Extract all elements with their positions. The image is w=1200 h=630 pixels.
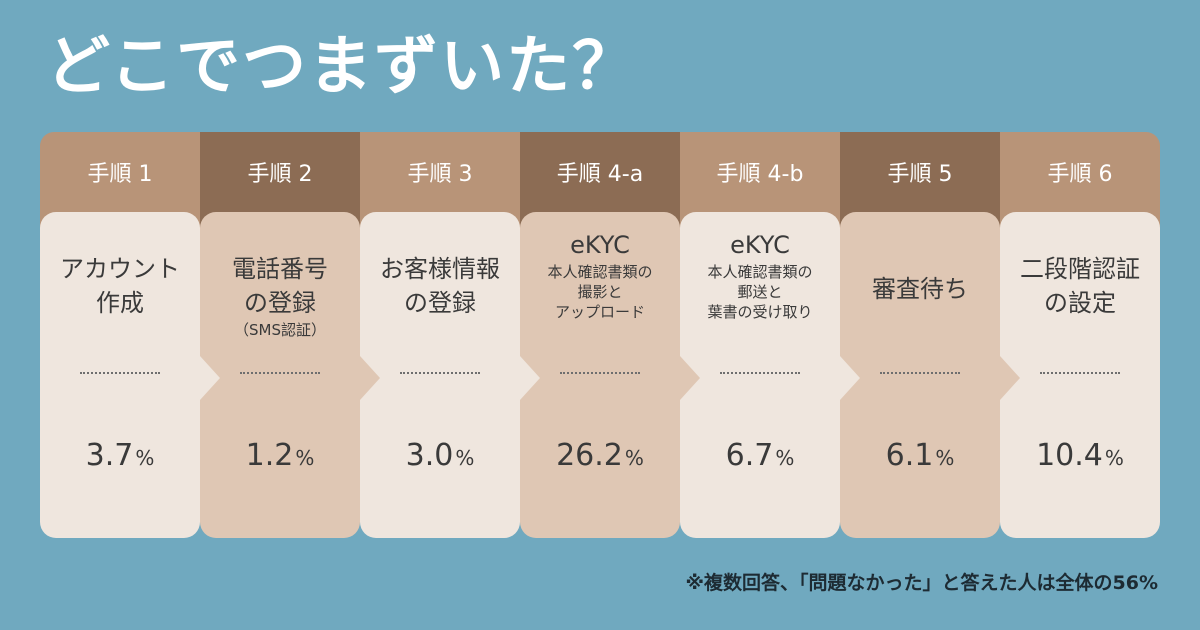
dotted-divider (880, 372, 960, 374)
step-subtitle-line: 本人確認書類の (707, 263, 813, 281)
step-header: 手順 4-a (520, 132, 680, 212)
step-header-band: 手順 1 手順 2 手順 3 手順 4-a 手順 4-b 手順 5 手順 6 (40, 132, 1160, 212)
dotted-divider (720, 372, 800, 374)
step-label: eKYC 本人確認書類の 郵送と葉書の受け取り (680, 228, 840, 322)
chevron-right-icon (520, 356, 540, 400)
step-title-line: の登録 (404, 289, 476, 317)
dotted-divider (400, 372, 480, 374)
chevron-right-icon (840, 356, 860, 400)
chevron-right-icon (680, 356, 700, 400)
step-unit: % (775, 446, 795, 470)
step-value: 3.0 (405, 438, 454, 473)
chevron-right-icon (360, 356, 380, 400)
step-unit: % (455, 446, 475, 470)
step-percentage: 1.2% (200, 438, 360, 473)
step-percentage: 26.2% (520, 438, 680, 473)
step-value: 1.2 (245, 438, 294, 473)
step-card: eKYC 本人確認書類の 撮影とアップロード 26.2% (520, 212, 680, 538)
step-card-top (680, 212, 840, 244)
step-value: 10.4 (1036, 438, 1103, 473)
dotted-divider (240, 372, 320, 374)
step-unit: % (935, 446, 955, 470)
step-subtitle-line: 郵送と (737, 283, 783, 301)
step-value: 6.1 (885, 438, 934, 473)
step-label: 二段階認証 の設定 (1000, 252, 1160, 320)
step-label: 電話番号の登録 （SMS認証） (200, 252, 360, 340)
step-unit: % (135, 446, 155, 470)
dotted-divider (560, 372, 640, 374)
step-percentage: 3.0% (360, 438, 520, 473)
step-card: 二段階認証の設定 10.4% (1000, 212, 1160, 538)
step-title-line: アカウント (60, 255, 180, 283)
step-percentage: 10.4% (1000, 438, 1160, 473)
step-percentage: 6.1% (840, 438, 1000, 473)
step-title-line: 電話番号 (232, 255, 328, 283)
step-title-line: の登録 (244, 289, 316, 317)
step-value: 6.7 (725, 438, 774, 473)
step-card-top (360, 212, 520, 244)
step-subtitle-line: （SMS認証） (234, 321, 326, 339)
step-card: 審査待ち 6.1% (840, 212, 1000, 538)
step-label: eKYC 本人確認書類の 撮影とアップロード (520, 228, 680, 322)
step-title-line: の設定 (1044, 289, 1116, 317)
step-value: 26.2 (556, 438, 623, 473)
chevron-right-icon (1000, 356, 1020, 400)
step-card: 電話番号の登録 （SMS認証） 1.2% (200, 212, 360, 538)
step-title-line: eKYC (730, 231, 790, 259)
step-card-top (200, 212, 360, 244)
step-unit: % (1104, 446, 1124, 470)
step-label: アカウント 作成 (40, 252, 200, 320)
step-value: 3.7 (85, 438, 134, 473)
step-subtitle-line: 本人確認書類の (547, 263, 653, 281)
step-percentage: 3.7% (40, 438, 200, 473)
chevron-right-icon (200, 356, 220, 400)
step-card: お客様情報の登録 3.0% (360, 212, 520, 538)
step-card-top (520, 212, 680, 244)
step-subtitle-line: 撮影と (577, 283, 623, 301)
step-unit: % (624, 446, 644, 470)
step-card-top (40, 212, 200, 244)
step-subtitle-line: アップロード (554, 303, 645, 321)
step-header: 手順 3 (360, 132, 520, 212)
step-title-line: eKYC (570, 231, 630, 259)
step-header: 手順 2 (200, 132, 360, 212)
step-card: eKYC 本人確認書類の 郵送と葉書の受け取り 6.7% (680, 212, 840, 538)
step-title-line: 作成 (96, 289, 144, 317)
step-unit: % (295, 446, 315, 470)
step-header: 手順 1 (40, 132, 200, 212)
steps-chart: 手順 1 手順 2 手順 3 手順 4-a 手順 4-b 手順 5 手順 6 アカウント作成… (40, 132, 1160, 538)
footnote: ※複数回答、「問題なかった」と答えた人は全体の56% (685, 572, 1158, 594)
page-title: どこでつまずいた？ (46, 30, 639, 104)
step-card-top (1000, 212, 1160, 244)
dotted-divider (1040, 372, 1120, 374)
step-percentage: 6.7% (680, 438, 840, 473)
step-header: 手順 5 (840, 132, 1000, 212)
step-title-line: 二段階認証 (1020, 255, 1140, 283)
step-title-line: お客様情報 (380, 255, 500, 283)
step-subtitle-line: 葉書の受け取り (707, 303, 813, 321)
step-card-top (840, 212, 1000, 244)
step-header: 手順 6 (1000, 132, 1160, 212)
step-card: アカウント作成 3.7% (40, 212, 200, 538)
dotted-divider (80, 372, 160, 374)
step-header: 手順 4-b (680, 132, 840, 212)
step-label: お客様情報 の登録 (360, 252, 520, 320)
step-title-line: 審査待ち (872, 275, 968, 303)
step-label: 審査待ち (840, 272, 1000, 306)
